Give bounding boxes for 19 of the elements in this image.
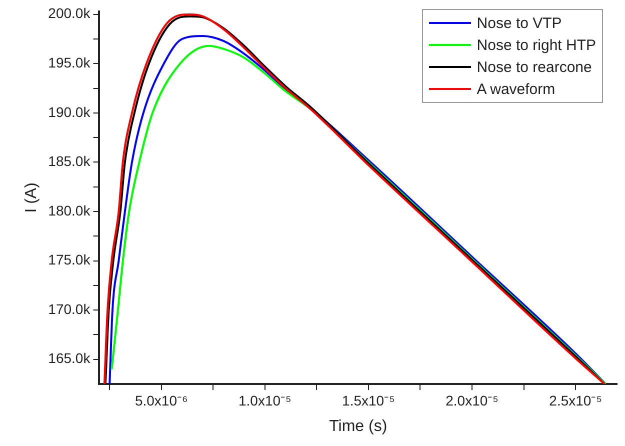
x-tick-label: 1.5x10⁻⁵: [342, 392, 395, 408]
legend-label: Nose to VTP: [476, 14, 562, 32]
y-tick-label: 195.0k: [48, 54, 92, 70]
legend-label: A waveform: [476, 80, 556, 98]
legend-label: Nose to rearcone: [476, 58, 592, 76]
x-tick-label: 2.5x10⁻⁵: [549, 392, 602, 408]
y-tick-label: 170.0k: [48, 300, 92, 317]
x-tick-label: 5.0x10⁻⁶: [134, 392, 188, 408]
y-tick-label: 185.0k: [48, 153, 92, 170]
legend-label: Nose to right HTP: [476, 36, 596, 54]
x-tick-label: 1.0x10⁻⁵: [238, 392, 292, 408]
x-axis-title: Time (s): [329, 418, 388, 435]
y-tick-label: 180.0k: [48, 202, 92, 218]
y-tick-label: 175.0k: [48, 252, 92, 268]
y-tick-label: 190.0k: [48, 104, 92, 120]
x-tick-label: 2.0x10⁻⁵: [446, 392, 498, 408]
y-tick-label: 200.0k: [48, 5, 92, 22]
y-axis-title: I (A): [23, 182, 40, 213]
y-tick-label: 165.0k: [48, 350, 92, 366]
